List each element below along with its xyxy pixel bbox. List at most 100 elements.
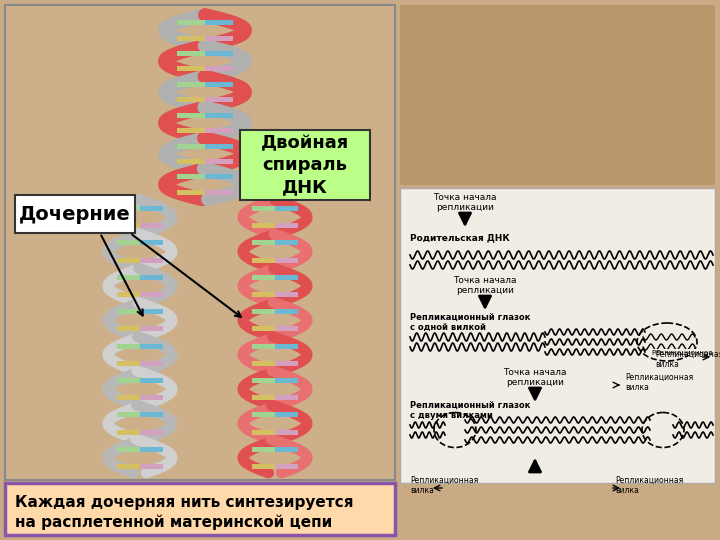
Bar: [117, 292, 140, 297]
Bar: [140, 223, 163, 228]
Bar: [275, 292, 297, 297]
Text: Репликационная: Репликационная: [652, 349, 713, 355]
Bar: [117, 240, 140, 246]
Bar: [275, 240, 297, 246]
Bar: [117, 429, 140, 435]
Bar: [253, 343, 275, 349]
Text: Точка начала: Точка начала: [503, 368, 567, 377]
Bar: [253, 429, 275, 435]
Bar: [117, 464, 140, 469]
Text: на расплетенной материнской цепи: на расплетенной материнской цепи: [15, 514, 332, 530]
Bar: [205, 51, 233, 56]
Bar: [140, 378, 163, 383]
Text: вилка: вилка: [625, 383, 649, 392]
Text: вилка: вилка: [410, 486, 434, 495]
Bar: [117, 258, 140, 262]
Bar: [140, 206, 163, 211]
Text: Репликационная: Репликационная: [615, 476, 683, 485]
Text: Точка начала: Точка начала: [454, 276, 517, 285]
Bar: [400, 188, 715, 483]
Bar: [176, 82, 205, 87]
Bar: [176, 159, 205, 164]
Bar: [205, 36, 233, 40]
Bar: [117, 395, 140, 400]
Bar: [117, 309, 140, 314]
Text: Двойная
спираль
ДНК: Двойная спираль ДНК: [261, 134, 349, 196]
Bar: [253, 464, 275, 469]
Bar: [253, 206, 275, 211]
Bar: [275, 206, 297, 211]
FancyBboxPatch shape: [5, 483, 395, 535]
Text: Репликационный глазок: Репликационный глазок: [410, 401, 531, 410]
Bar: [176, 144, 205, 149]
Bar: [275, 326, 297, 332]
Bar: [400, 5, 715, 185]
Bar: [140, 343, 163, 349]
Text: репликации: репликации: [436, 203, 494, 212]
Text: Точка начала: Точка начала: [433, 193, 497, 202]
Bar: [205, 66, 233, 71]
Bar: [117, 413, 140, 417]
Bar: [275, 258, 297, 262]
Bar: [176, 51, 205, 56]
Bar: [275, 361, 297, 366]
FancyBboxPatch shape: [240, 130, 370, 200]
Bar: [176, 36, 205, 40]
Bar: [253, 309, 275, 314]
Bar: [176, 66, 205, 71]
Bar: [205, 97, 233, 102]
Text: Репликационный глазок: Репликационный глазок: [410, 313, 531, 322]
Bar: [253, 361, 275, 366]
Bar: [205, 174, 233, 179]
Bar: [253, 326, 275, 332]
Bar: [205, 82, 233, 87]
Bar: [253, 378, 275, 383]
Bar: [253, 223, 275, 228]
Bar: [275, 429, 297, 435]
Bar: [253, 447, 275, 452]
Bar: [140, 429, 163, 435]
Bar: [275, 447, 297, 452]
Bar: [176, 128, 205, 133]
Bar: [117, 206, 140, 211]
Bar: [205, 20, 233, 25]
Bar: [117, 447, 140, 452]
Bar: [253, 395, 275, 400]
Bar: [253, 413, 275, 417]
Bar: [253, 292, 275, 297]
Bar: [117, 326, 140, 332]
Bar: [275, 343, 297, 349]
Bar: [176, 190, 205, 195]
Bar: [253, 240, 275, 246]
Bar: [176, 174, 205, 179]
Bar: [205, 159, 233, 164]
Bar: [140, 395, 163, 400]
Bar: [117, 275, 140, 280]
Bar: [205, 144, 233, 149]
Text: Репликационная: Репликационная: [410, 476, 478, 485]
Text: Каждая дочерняя нить синтезируется: Каждая дочерняя нить синтезируется: [15, 496, 354, 510]
Text: Репликационная
вилка: Репликационная вилка: [655, 349, 720, 369]
Bar: [275, 309, 297, 314]
Bar: [275, 464, 297, 469]
Text: с одной вилкой: с одной вилкой: [410, 323, 486, 332]
Text: репликации: репликации: [456, 286, 514, 295]
Bar: [140, 258, 163, 262]
Bar: [140, 275, 163, 280]
Bar: [117, 361, 140, 366]
Text: репликации: репликации: [506, 378, 564, 387]
Text: Репликационная: Репликационная: [625, 373, 693, 382]
Bar: [253, 275, 275, 280]
Bar: [140, 447, 163, 452]
Bar: [275, 378, 297, 383]
Bar: [5, 5, 395, 480]
Bar: [205, 190, 233, 195]
Bar: [205, 113, 233, 118]
Bar: [176, 20, 205, 25]
Bar: [140, 292, 163, 297]
Bar: [176, 113, 205, 118]
Bar: [117, 378, 140, 383]
Bar: [140, 309, 163, 314]
Bar: [140, 361, 163, 366]
Bar: [140, 326, 163, 332]
